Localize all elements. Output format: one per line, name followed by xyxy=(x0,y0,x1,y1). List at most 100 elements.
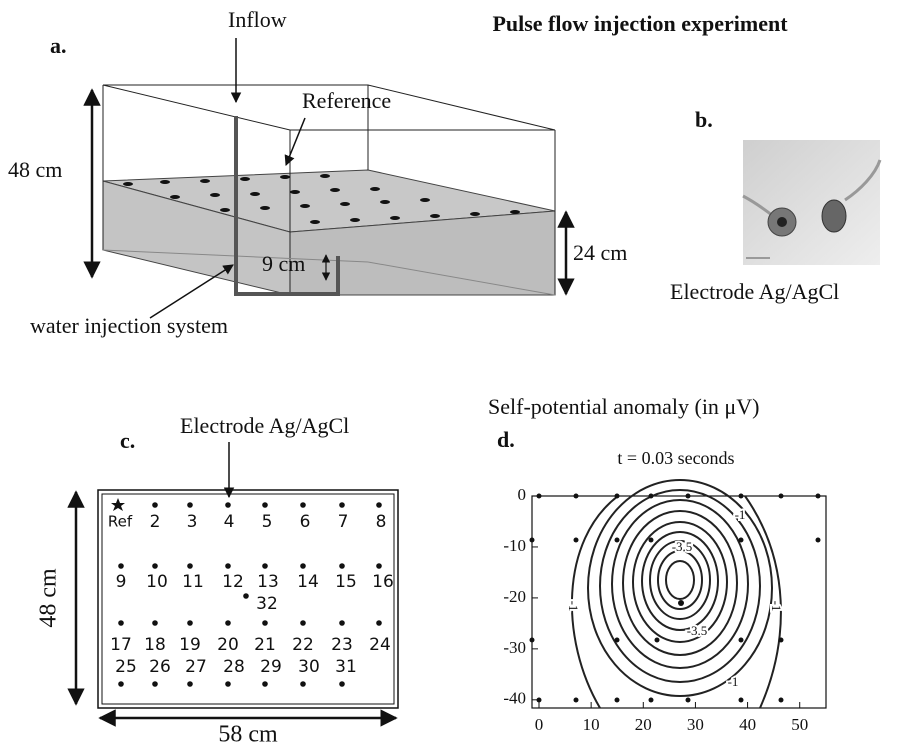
electrode-number: 17 xyxy=(110,635,132,655)
contour-label: -1 xyxy=(566,601,581,612)
contour-label: -1 xyxy=(735,507,746,522)
contour-label: -3.5 xyxy=(687,623,708,638)
electrode-number: 32 xyxy=(256,594,278,614)
electrode-number: 21 xyxy=(254,635,276,655)
contours xyxy=(572,480,781,708)
electrode-dot xyxy=(187,681,193,687)
x-tick-label: 40 xyxy=(739,715,756,734)
electrode-dot xyxy=(152,620,158,626)
electrode-dot xyxy=(225,681,231,687)
electrode-dot xyxy=(262,620,268,626)
electrode-dot xyxy=(262,502,268,508)
contour-label: -1 xyxy=(728,674,739,689)
reference-label: Reference xyxy=(302,88,391,113)
contour-label: -3.5 xyxy=(672,539,693,554)
electrode-dot xyxy=(152,502,158,508)
electrode-number: 19 xyxy=(179,635,201,655)
electrode-dot xyxy=(187,620,193,626)
electrode-number: 7 xyxy=(338,512,349,532)
y-tick-label: 0 xyxy=(518,485,527,504)
electrode-number: 26 xyxy=(149,657,171,677)
electrode-dot xyxy=(300,681,306,687)
electrode-dot xyxy=(376,563,382,569)
electrode-number: 12 xyxy=(222,572,244,592)
electrode-number: 30 xyxy=(298,657,320,677)
panel-d: Self-potential anomaly (in μV) d. t = 0.… xyxy=(488,394,826,734)
electrode-dot xyxy=(300,620,306,626)
x-tick-label: 0 xyxy=(535,715,544,734)
height-label: 48 cm xyxy=(36,568,62,628)
injection-arrow xyxy=(150,265,233,318)
electrode-number: 8 xyxy=(376,512,387,532)
figure: Pulse flow injection experiment a. Inflo… xyxy=(0,0,912,747)
electrode-label: Electrode Ag/AgCl xyxy=(180,413,349,438)
electrode-dot xyxy=(243,593,249,599)
electrode-dot xyxy=(376,620,382,626)
electrode-dot xyxy=(339,681,345,687)
electrode-number: 18 xyxy=(144,635,166,655)
electrode-dot xyxy=(152,563,158,569)
electrode-number: 4 xyxy=(224,512,235,532)
electrode-number: 2 xyxy=(150,512,161,532)
electrode-dot xyxy=(262,681,268,687)
electrode-number: 31 xyxy=(335,657,357,677)
electrode-number: 3 xyxy=(187,512,198,532)
electrode-dot xyxy=(339,620,345,626)
electrode-number: 5 xyxy=(262,512,273,532)
electrode-dot xyxy=(118,563,124,569)
electrode-dot xyxy=(262,563,268,569)
electrode-number: 15 xyxy=(335,572,357,592)
photo-caption: Electrode Ag/AgCl xyxy=(670,279,839,304)
electrode-dot xyxy=(225,563,231,569)
photo-electrode xyxy=(777,217,787,227)
electrode-number: 27 xyxy=(185,657,207,677)
electrode-photo xyxy=(743,140,880,265)
electrode-number: 13 xyxy=(257,572,279,592)
width-label: 58 cm xyxy=(218,722,278,747)
electrode-number: 20 xyxy=(217,635,239,655)
electrode-number: 22 xyxy=(292,635,314,655)
electrode-number: 10 xyxy=(146,572,168,592)
electrode-number: 23 xyxy=(331,635,353,655)
inflow-label: Inflow xyxy=(228,7,287,32)
electrode-dot xyxy=(187,563,193,569)
electrode-number: 9 xyxy=(116,572,127,592)
x-tick-label: 50 xyxy=(791,715,808,734)
electrode-number: 28 xyxy=(223,657,245,677)
height-label: 48 cm xyxy=(8,157,62,182)
electrode-number: 11 xyxy=(182,572,204,592)
y-tick-label: -30 xyxy=(503,638,526,657)
injection-label: water injection system xyxy=(30,313,228,338)
electrode-number: Ref xyxy=(108,513,133,531)
electrode-number: 29 xyxy=(260,657,282,677)
figure-title: Pulse flow injection experiment xyxy=(492,11,788,36)
x-tick-label: 30 xyxy=(687,715,704,734)
electrode-number: 16 xyxy=(372,572,394,592)
panel-label: c. xyxy=(120,428,135,453)
panel-subtitle: t = 0.03 seconds xyxy=(617,448,734,468)
panel-label: b. xyxy=(695,107,713,132)
panel-a: a. Inflow Reference 48 cm 24 cm 9 cm wat… xyxy=(8,7,627,338)
electrode-dot xyxy=(376,502,382,508)
electrode-dot xyxy=(225,502,231,508)
x-tick-label: 10 xyxy=(583,715,600,734)
electrode-dot xyxy=(300,502,306,508)
panel-label: d. xyxy=(497,427,515,452)
panel-title: Self-potential anomaly (in μV) xyxy=(488,394,759,419)
electrode-dot xyxy=(339,563,345,569)
electrode-number: 6 xyxy=(300,512,311,532)
electrode-dot xyxy=(225,620,231,626)
panel-label: a. xyxy=(50,33,67,58)
electrode-dot xyxy=(339,502,345,508)
reference-arrow xyxy=(286,118,305,165)
electrode-number: 25 xyxy=(115,657,137,677)
electrode-number: 24 xyxy=(369,635,391,655)
electrode-dot xyxy=(118,620,124,626)
electrode-dot xyxy=(300,563,306,569)
electrode-dot xyxy=(152,681,158,687)
electrode-dot xyxy=(187,502,193,508)
electrode-dot xyxy=(118,681,124,687)
contour-label: -1 xyxy=(769,601,784,612)
y-tick-label: -20 xyxy=(503,587,526,606)
